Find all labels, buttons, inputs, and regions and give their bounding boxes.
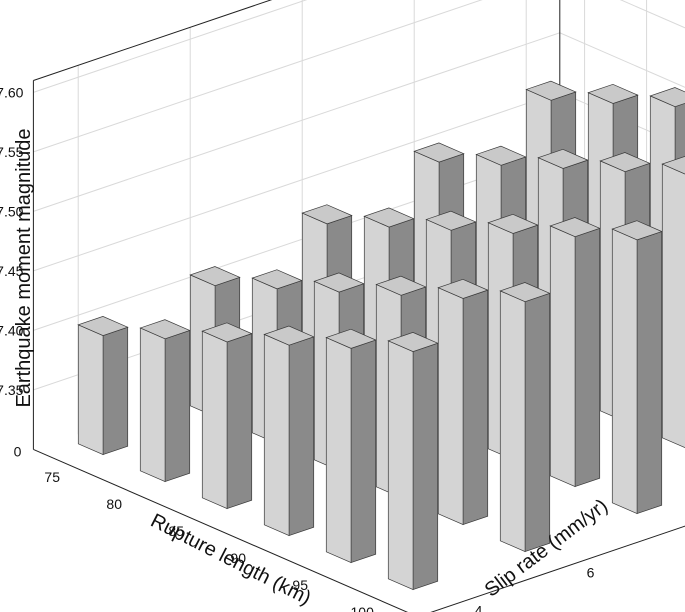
bar-top-face <box>437 278 489 299</box>
z-tick-label: 7.60 <box>0 84 24 100</box>
x-tick-label: 75 <box>44 469 60 485</box>
bar-rl95-sr6 <box>437 278 489 526</box>
gridline-z <box>33 0 685 153</box>
bar-side-face <box>164 329 191 483</box>
bar-front-face <box>139 327 166 483</box>
bar-top-face <box>611 220 663 241</box>
bar-rl100-sr8 <box>611 220 663 515</box>
bar-front-face <box>499 290 526 553</box>
bar-top-face <box>313 272 365 293</box>
bar-front-face <box>325 337 352 564</box>
z-tick-label: 7.55 <box>0 144 24 160</box>
bars-layer <box>77 80 685 591</box>
gridline-z <box>33 0 308 93</box>
bar-top-face <box>537 148 589 169</box>
bar-side-face <box>462 289 489 526</box>
bar-side-face <box>226 333 253 510</box>
bar-rl95-sr10 <box>661 156 685 449</box>
z-axis-title: Earthquake moment magnitude <box>13 128 35 407</box>
bar-side-face <box>412 342 439 591</box>
bar-front-face <box>611 228 638 515</box>
bar-front-face <box>437 287 464 526</box>
bar-top-face <box>139 319 191 340</box>
z-tick-label: 7.35 <box>0 382 24 398</box>
y-tick-label: 4 <box>475 603 483 612</box>
x-tick-label: 85 <box>168 523 184 539</box>
bar-top-face <box>251 269 303 290</box>
bar-top-face <box>189 266 241 287</box>
bar-front-face <box>201 330 228 510</box>
bar-top-face <box>649 87 685 108</box>
z-tick-label: 0 <box>14 443 22 459</box>
bar-top-face <box>525 80 577 101</box>
x-tick-label: 90 <box>230 550 246 566</box>
z-tick-label: 7.40 <box>0 322 24 338</box>
bar-rl100-sr6 <box>499 282 551 553</box>
bar-top-face <box>77 316 129 336</box>
bar-top-face <box>301 204 353 225</box>
bar-top-face <box>587 83 639 104</box>
x-tick-label: 95 <box>292 577 308 593</box>
bar-rl95-sr4 <box>325 328 377 564</box>
frame-floor <box>33 448 685 612</box>
y-tick-label: 6 <box>587 565 595 581</box>
bar-side-face <box>350 339 377 564</box>
bar-top-face <box>375 275 427 296</box>
bar-front-face <box>387 340 414 591</box>
bar-top-face <box>487 213 539 234</box>
bar-rl75-sr4 <box>77 316 129 456</box>
bar-front-face <box>661 163 685 449</box>
bar-top-face <box>387 332 439 352</box>
bar-rl95-sr8 <box>549 217 601 488</box>
bar-top-face <box>201 322 253 343</box>
bar-front-face <box>549 225 576 488</box>
bar-front-face <box>263 333 290 537</box>
bar-side-face <box>574 227 601 488</box>
bar-front-face <box>77 324 104 456</box>
bar-rl90-sr4 <box>263 325 315 537</box>
bar-top-face <box>599 152 651 173</box>
bar-top-face <box>413 142 465 163</box>
bar-top-face <box>661 156 685 175</box>
bar-side-face <box>524 292 551 553</box>
bar-side-face <box>102 326 129 456</box>
bar-side-face <box>288 336 315 537</box>
x-tick-label: 100 <box>351 604 375 612</box>
tick-labels: 0 7.35 7.40 7.45 7.50 7.55 7.60 75 80 85 90 95 100 4 6… <box>0 84 595 612</box>
bar-top-face <box>263 325 315 346</box>
bar-top-face <box>363 207 415 228</box>
x-tick-label: 80 <box>106 496 122 512</box>
z-tick-label: 7.50 <box>0 203 24 219</box>
z-tick-label: 7.45 <box>0 263 24 279</box>
bar-rl80-sr4 <box>139 319 191 483</box>
bar-side-face <box>636 231 663 515</box>
bar-rl100-sr4 <box>387 332 439 591</box>
bar-rl85-sr4 <box>201 322 253 510</box>
bar-top-face <box>475 145 527 166</box>
bar-top-face <box>325 328 377 349</box>
bar-top-face <box>549 217 601 238</box>
bar-top-face <box>425 210 477 231</box>
bar-top-face <box>499 282 551 303</box>
